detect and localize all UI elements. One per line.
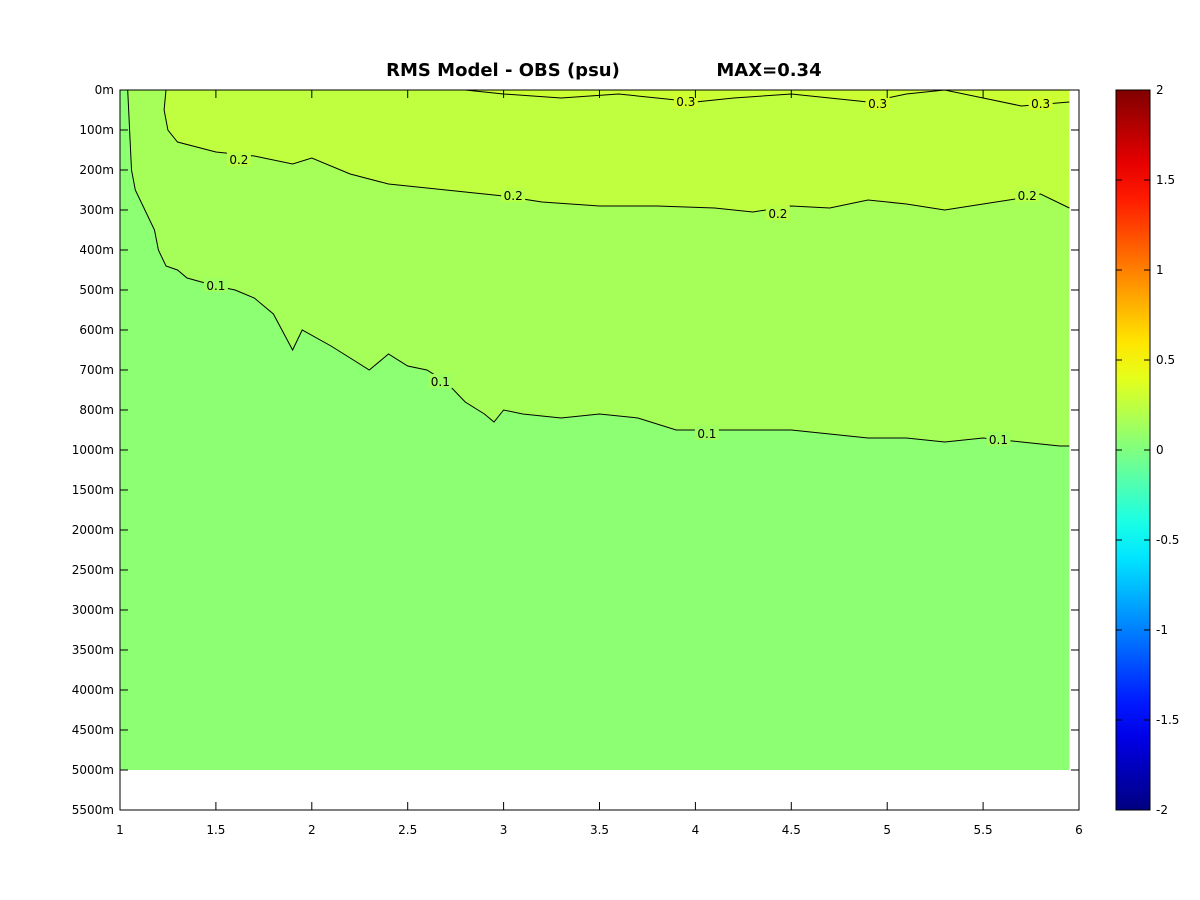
colorbar-tick-label: 0 [1156, 443, 1164, 457]
x-tick-label: 3 [500, 823, 508, 837]
y-tick-label: 700m [79, 363, 114, 377]
y-tick-label: 500m [79, 283, 114, 297]
x-tick-label: 4 [692, 823, 700, 837]
y-tick-label: 4000m [72, 683, 114, 697]
contour-label: 0.2 [1018, 189, 1037, 203]
contour-label-bg [673, 94, 698, 108]
y-tick-label: 1000m [72, 443, 114, 457]
x-tick-label: 2.5 [398, 823, 417, 837]
axes: 0m 100m 200m 300m 400m 500m 600m 700m 800m 1000m 1… [72, 83, 1083, 837]
y-tick-label: 0m [95, 83, 114, 97]
contour-label: 0.3 [868, 97, 887, 111]
x-tick-label: 5 [883, 823, 891, 837]
colorbar: 2 1.5 1 0.5 0 -0.5 -1 -1.5 -2 [1115, 83, 1179, 817]
contour-label-bg [986, 432, 1011, 446]
contour-label-bg [226, 152, 251, 166]
colorbar-tick-label: -1.5 [1156, 713, 1179, 727]
contour-label-bg [428, 374, 453, 388]
y-tick-label: 5500m [72, 803, 114, 817]
y-tick-label: 200m [79, 163, 114, 177]
contour-label-bg [203, 278, 228, 292]
contour-label: 0.2 [229, 153, 248, 167]
x-tick-label: 1.5 [206, 823, 225, 837]
contour-label-bg [1015, 188, 1040, 202]
y-tick-label: 3500m [72, 643, 114, 657]
colorbar-tick-label: -0.5 [1156, 533, 1179, 547]
contour-label: 0.1 [989, 433, 1008, 447]
y-tick-label: 1500m [72, 483, 114, 497]
y-tick-label: 300m [79, 203, 114, 217]
contour-label-bg [1028, 96, 1053, 110]
contour-label-bg [865, 96, 890, 110]
y-tick-label: 5000m [72, 763, 114, 777]
y-tick-label: 4500m [72, 723, 114, 737]
colorbar-tick-label: -1 [1156, 623, 1168, 637]
colorbar-tick-label: 2 [1156, 83, 1164, 97]
plot-area [120, 90, 1070, 770]
contour-label: 0.2 [768, 207, 787, 221]
contour-label: 0.3 [1031, 97, 1050, 111]
y-tick-label: 100m [79, 123, 114, 137]
y-tick-label: 800m [79, 403, 114, 417]
colorbar-tick-label: 0.5 [1156, 353, 1175, 367]
colorbar-tick-label: 1.5 [1156, 173, 1175, 187]
contour-label: 0.1 [697, 427, 716, 441]
y-tick-label: 3000m [72, 603, 114, 617]
contour-label-bg [694, 426, 719, 440]
x-tick-label: 3.5 [590, 823, 609, 837]
contour-label: 0.2 [504, 189, 523, 203]
x-tick-label: 6 [1075, 823, 1083, 837]
colorbar-tick-label: -2 [1156, 803, 1168, 817]
chart-title: RMS Model - OBS (psu) [386, 60, 620, 81]
y-tick-label: 2000m [72, 523, 114, 537]
contour-lines: 0.1 0.1 0.1 0.1 0.2 0.2 0.2 0.2 0.3 0.3 0.3 [127, 89, 1070, 447]
y-tick-label: 600m [79, 323, 114, 337]
contour-label: 0.3 [676, 95, 695, 109]
contour-label: 0.1 [431, 375, 450, 389]
field-band-0-2 [164, 90, 1070, 212]
x-tick-label: 5.5 [974, 823, 993, 837]
y-tick-label: 400m [79, 243, 114, 257]
chart-max-label: MAX=0.34 [716, 60, 821, 81]
x-tick-label: 2 [308, 823, 316, 837]
colorbar-tick-label: 1 [1156, 263, 1164, 277]
contour-label-bg [765, 206, 790, 220]
x-tick-label: 4.5 [782, 823, 801, 837]
x-tick-label: 1 [116, 823, 124, 837]
y-tick-label: 2500m [72, 563, 114, 577]
contour-label-bg [501, 188, 526, 202]
contour-label: 0.1 [206, 279, 225, 293]
